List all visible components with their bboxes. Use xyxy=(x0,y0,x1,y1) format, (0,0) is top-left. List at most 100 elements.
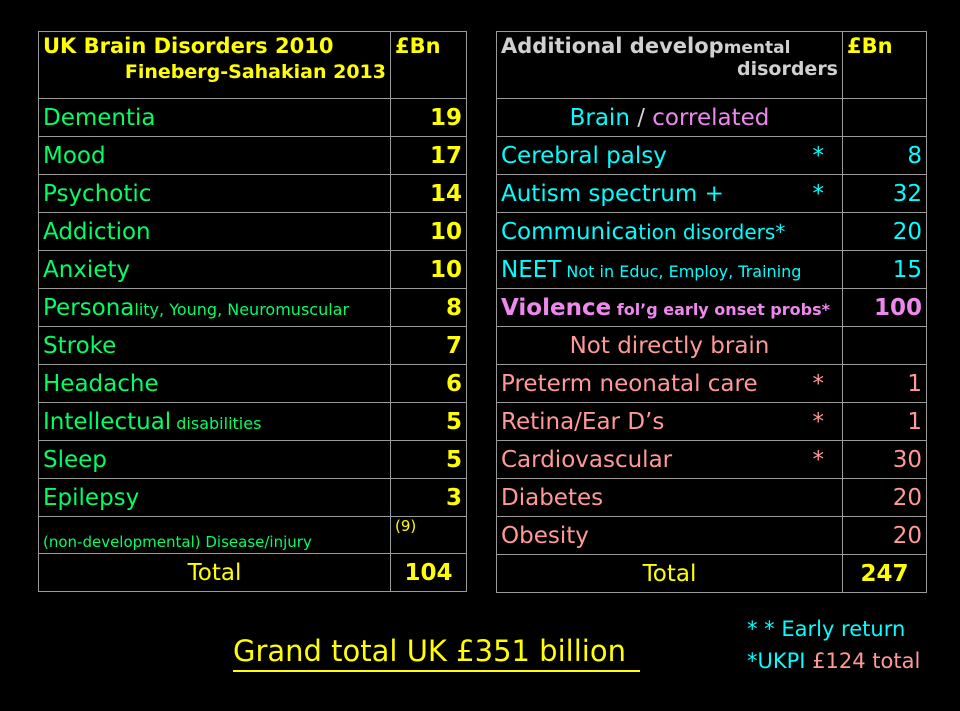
disorder-value: 8 xyxy=(842,136,927,175)
disorder-label: Sleep xyxy=(38,440,391,479)
disorder-value: 20 xyxy=(842,516,927,555)
left-table-row: Dementia 19 xyxy=(38,98,467,137)
early-return-marker: * xyxy=(812,370,825,397)
right-unit-cell: £Bn xyxy=(842,31,927,99)
left-table-title: UK Brain Disorders 2010 xyxy=(43,34,334,58)
disorder-name: Epilepsy xyxy=(43,484,140,511)
left-table-row: Intellectual disabilities 5 xyxy=(38,402,467,441)
disorder-name: Obesity xyxy=(501,522,589,549)
uk-brain-disorders-table: UK Brain Disorders 2010 Fineberg-Sahakia… xyxy=(38,31,467,592)
left-unit-label: £Bn xyxy=(395,34,441,58)
right-table-row: Diabetes 20 xyxy=(496,478,927,517)
disorder-name: Psychotic xyxy=(43,180,152,207)
disorder-value: 20 xyxy=(842,212,927,251)
disorder-detail: tion disorders* xyxy=(638,219,786,244)
disorder-label: * Retina/Ear D’s xyxy=(496,402,843,441)
disorder-value: 17 xyxy=(390,136,467,175)
disorder-label: * Preterm neonatal care xyxy=(496,364,843,403)
footnotes: * * Early return *UKPI £124 total xyxy=(747,614,920,677)
section-not-brain-row: Not directly brain xyxy=(496,326,927,365)
left-footnote-row: (non-developmental) Disease/injury (9) xyxy=(38,516,467,554)
right-table-row: * Cerebral palsy 8 xyxy=(496,136,927,175)
left-table-row: Personality, Young, Neuromuscular 8 xyxy=(38,288,467,327)
disorder-label: Anxiety xyxy=(38,250,391,289)
disorder-value: 10 xyxy=(390,212,467,251)
left-footnote-value: (9) xyxy=(390,516,467,554)
disorder-label: Personality, Young, Neuromuscular xyxy=(38,288,391,327)
left-table-row: Mood 17 xyxy=(38,136,467,175)
disorder-name: NEET xyxy=(501,256,562,283)
disorder-name: Addiction xyxy=(43,218,151,245)
right-table-row: * Preterm neonatal care 1 xyxy=(496,364,927,403)
section-separator: / xyxy=(629,104,653,131)
disorder-label: Stroke xyxy=(38,326,391,365)
disorder-label: Psychotic xyxy=(38,174,391,213)
right-total-value: 247 xyxy=(842,554,927,593)
right-total-row: Total 247 xyxy=(496,554,927,593)
disorder-name: Diabetes xyxy=(501,484,604,511)
right-header-row: Additional developmental disorders £Bn xyxy=(496,31,927,99)
disorder-name: Cardiovascular xyxy=(501,446,673,473)
right-unit-label: £Bn xyxy=(847,34,893,58)
disorder-name: Cerebral palsy xyxy=(501,142,667,169)
disorder-value: 6 xyxy=(390,364,467,403)
right-total-label: Total xyxy=(496,554,843,593)
disorder-name: Preterm neonatal care xyxy=(501,370,758,397)
left-table-subtitle: Fineberg-Sahakian 2013 xyxy=(124,61,386,83)
left-table-row: Psychotic 14 xyxy=(38,174,467,213)
disorder-value: 1 xyxy=(842,402,927,441)
right-title-big: Additional develop xyxy=(501,34,724,58)
left-table-row: Epilepsy 3 xyxy=(38,478,467,517)
disorder-value: 20 xyxy=(842,478,927,517)
disorder-name: Retina/Ear D’s xyxy=(501,408,665,435)
disorder-value: 8 xyxy=(390,288,467,327)
left-table-row: Headache 6 xyxy=(38,364,467,403)
disorder-label: * Cardiovascular xyxy=(496,440,843,479)
right-table-title: Additional developmental xyxy=(501,34,838,58)
section-brain-correlated: Brain / correlated xyxy=(496,98,843,137)
early-return-marker: * xyxy=(812,180,825,207)
violence-row: Violence fol’g early onset probs* 100 xyxy=(496,288,927,327)
left-table-row: Addiction 10 xyxy=(38,212,467,251)
disorder-label: Diabetes xyxy=(496,478,843,517)
left-table-row: Anxiety 10 xyxy=(38,250,467,289)
left-total-value: 104 xyxy=(390,553,467,592)
right-table-row: * Retina/Ear D’s 1 xyxy=(496,402,927,441)
empty-cell xyxy=(842,326,927,365)
grand-total: Grand total UK £351 billion xyxy=(233,635,640,672)
additional-developmental-table: Additional developmental disorders £Bn B… xyxy=(496,31,927,593)
note-ukpi-total: £124 total xyxy=(812,648,921,673)
disorder-value: 5 xyxy=(390,402,467,441)
left-footnote-label: (non-developmental) Disease/injury xyxy=(38,516,391,554)
note-ukpi-prefix: *UKPI xyxy=(747,648,813,673)
disorder-label: Mood xyxy=(38,136,391,175)
early-return-marker: * xyxy=(812,142,825,169)
disorder-detail: disabilities xyxy=(171,413,262,433)
disorder-label: * Cerebral palsy xyxy=(496,136,843,175)
note-early-return: * * Early return xyxy=(747,617,906,641)
disorder-value: 7 xyxy=(390,326,467,365)
disorder-label: NEET Not in Educ, Employ, Training xyxy=(496,250,843,289)
disorder-value: 1 xyxy=(842,364,927,403)
disorder-name: Dementia xyxy=(43,104,156,131)
disorder-value: 32 xyxy=(842,174,927,213)
left-unit-cell: £Bn xyxy=(390,31,467,99)
left-total-label: Total xyxy=(38,553,391,592)
violence-value: 100 xyxy=(842,288,927,327)
right-table-row: Communication disorders* 20 xyxy=(496,212,927,251)
disorder-value: 19 xyxy=(390,98,467,137)
empty-cell xyxy=(842,98,927,137)
disorder-detail: lity, Young, Neuromuscular xyxy=(134,299,350,319)
disorder-name: Anxiety xyxy=(43,256,131,283)
disorder-name: Mood xyxy=(43,142,106,169)
disorder-label: Intellectual disabilities xyxy=(38,402,391,441)
right-title-line2: disorders xyxy=(736,58,838,80)
right-title-cell: Additional developmental disorders xyxy=(496,31,843,99)
right-table-row: Obesity 20 xyxy=(496,516,927,555)
disorder-value: 10 xyxy=(390,250,467,289)
section-not-directly-brain: Not directly brain xyxy=(496,326,843,365)
disorder-name: Communica xyxy=(501,218,639,245)
violence-main: Violence xyxy=(501,294,612,321)
right-table-row: * Autism spectrum + 32 xyxy=(496,174,927,213)
disorder-name: Sleep xyxy=(43,446,107,473)
